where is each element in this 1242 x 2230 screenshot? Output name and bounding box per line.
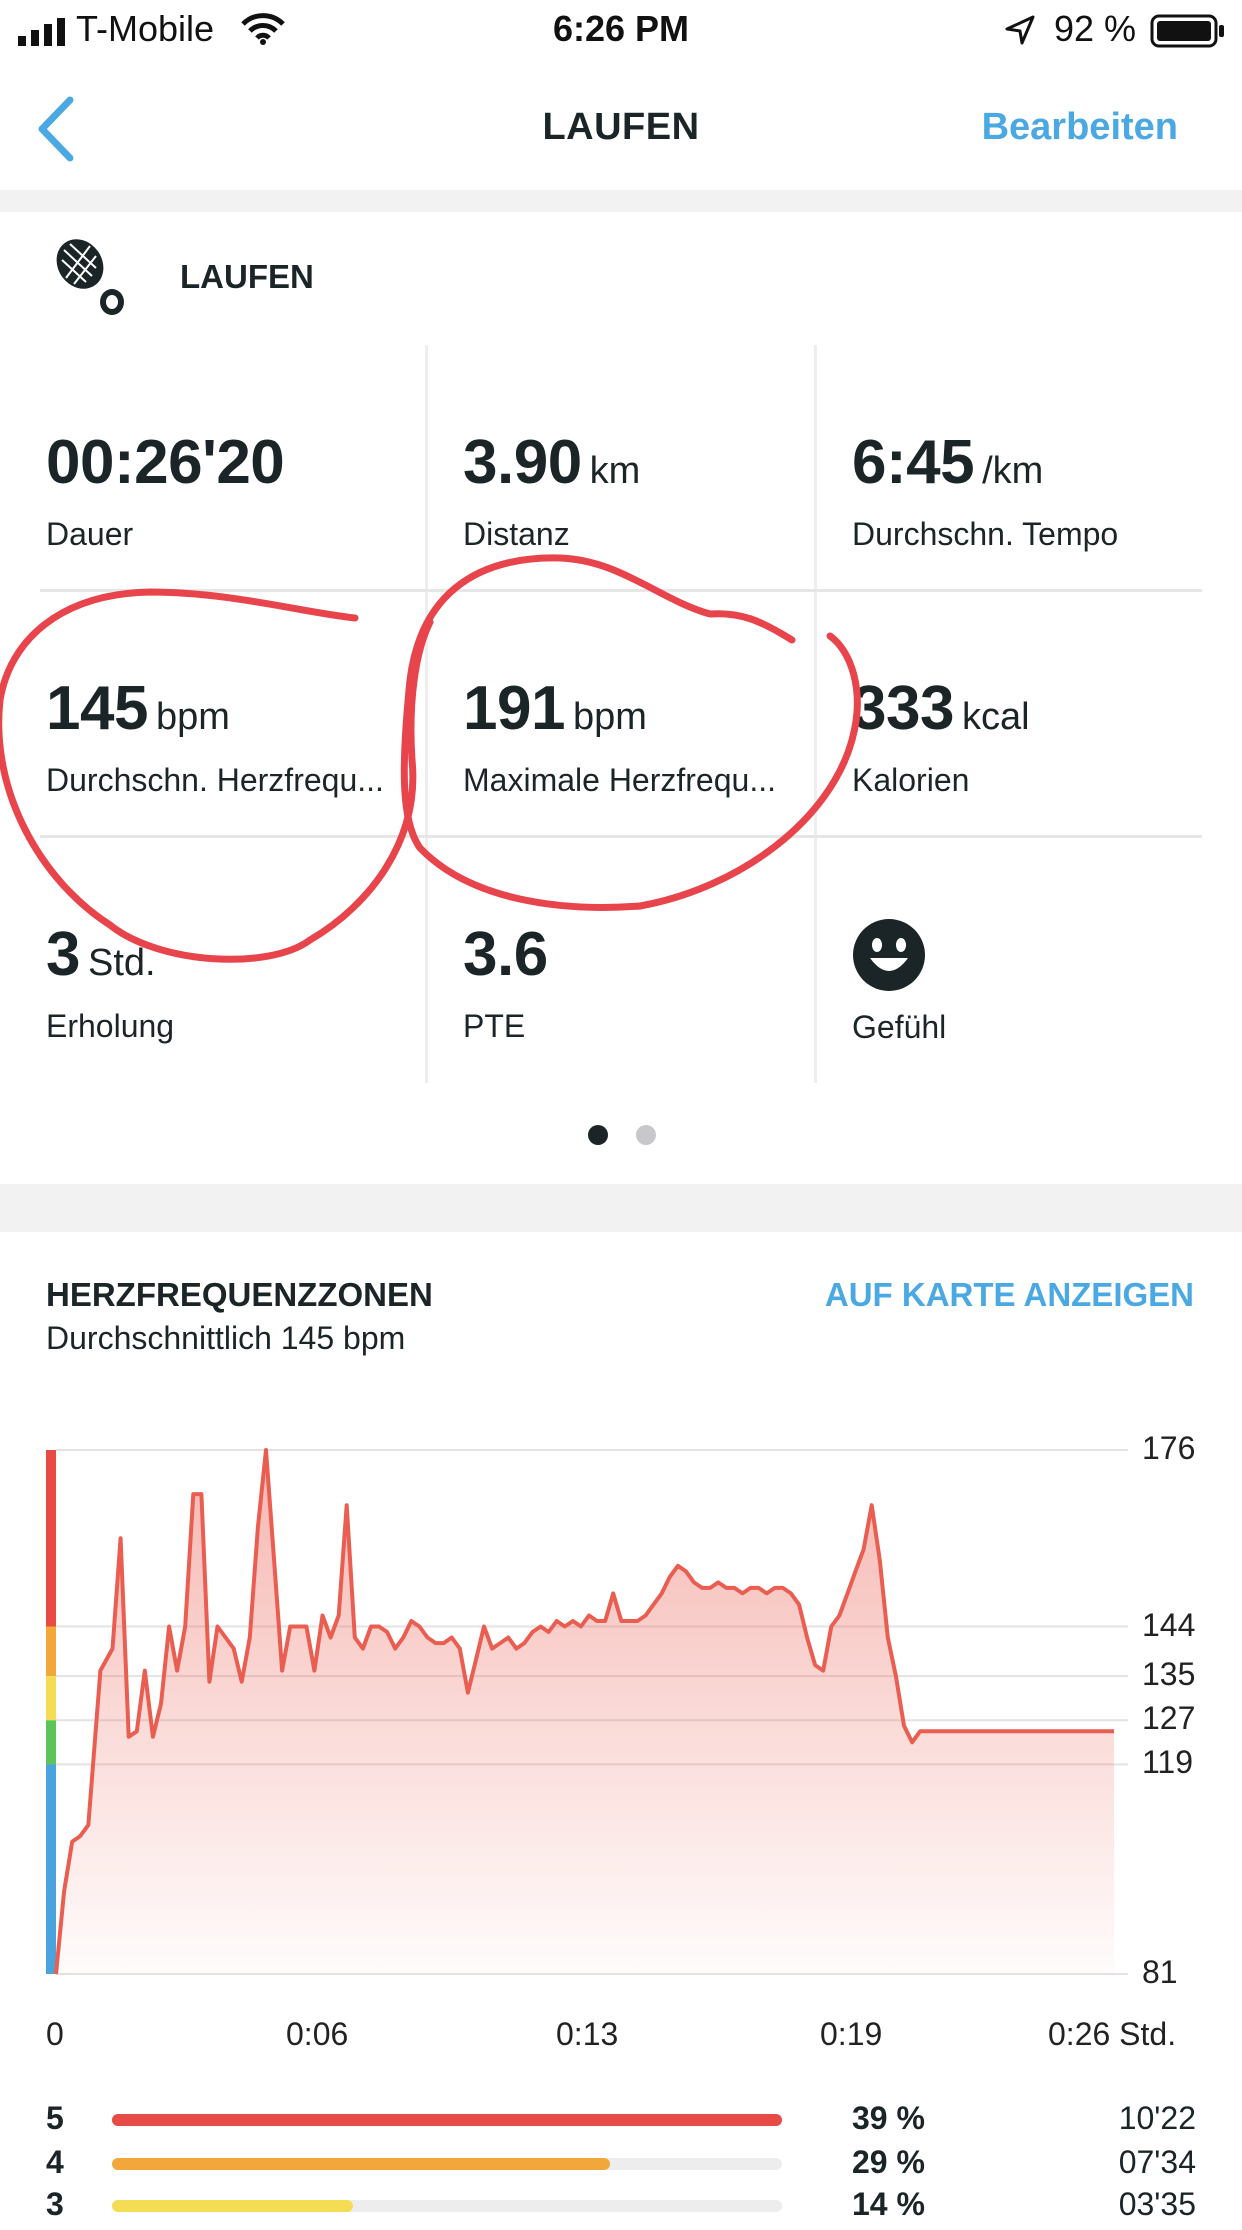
page-indicator[interactable] — [584, 1124, 658, 1146]
stat-label: Erholung — [46, 1008, 175, 1044]
stat-label: Maximale Herzfrequ... — [463, 762, 776, 798]
stat-feeling: Gefühl — [852, 918, 946, 1046]
stat-recovery: 3 Std. Erholung — [46, 924, 174, 1045]
section-divider — [0, 1184, 1242, 1232]
grid-divider — [40, 589, 1202, 592]
zone-row: 4 29 % 07'34 — [0, 2144, 1242, 2188]
y-tick-label: 144 — [1142, 1606, 1196, 1643]
stat-unit: Std. — [87, 942, 156, 984]
stat-label: PTE — [463, 1008, 526, 1044]
stat-value: 3 — [46, 920, 80, 989]
y-tick-label: 81 — [1142, 1954, 1178, 1990]
edit-button[interactable]: Bearbeiten — [981, 106, 1178, 148]
y-tick-label: 119 — [1142, 1744, 1194, 1781]
zone-bar-fill — [112, 2200, 353, 2212]
cellular-signal-icon — [18, 18, 65, 46]
zone-color-segment — [46, 1626, 56, 1677]
zone-duration: 10'22 — [1118, 2100, 1196, 2136]
heart-rate-zones-subtitle: Durchschnittlich 145 bpm — [46, 1320, 406, 1356]
zone-color-segment — [46, 1676, 56, 1721]
running-shoe-icon — [56, 239, 124, 315]
heart-rate-area — [56, 1450, 1114, 1974]
zone-percent: 29 % — [852, 2144, 925, 2180]
stat-value: 191 — [463, 674, 565, 743]
x-tick-label: 0:26 Std. — [1048, 2016, 1177, 2052]
x-tick-label: 0 — [46, 2016, 64, 2052]
y-tick-label: 135 — [1142, 1656, 1196, 1693]
zone-percent: 39 % — [852, 2100, 925, 2136]
y-tick-label: 176 — [1142, 1430, 1196, 1466]
zone-bar-track — [112, 2114, 782, 2126]
stat-unit: km — [589, 450, 641, 492]
stat-max-heart-rate: 191 bpm Maximale Herzfrequ... — [463, 678, 776, 799]
stat-value: 3.6 — [463, 920, 548, 989]
status-bar: T-Mobile 6:26 PM 92 % — [0, 0, 1242, 62]
stat-distance: 3.90 km Distanz — [463, 432, 640, 553]
stat-pte: 3.6 PTE — [463, 924, 556, 1045]
stat-unit: bpm — [572, 696, 647, 738]
stat-calories: 333 kcal Kalorien — [852, 678, 1030, 799]
stat-label: Gefühl — [852, 1009, 947, 1045]
stat-avg-heart-rate: 145 bpm Durchschn. Herzfrequ... — [46, 678, 384, 799]
heart-rate-line — [54, 1448, 1114, 1975]
stat-unit: kcal — [961, 696, 1030, 738]
location-arrow-icon — [1005, 15, 1035, 45]
smiley-face-icon — [853, 919, 925, 991]
page-dot — [636, 1125, 656, 1145]
zone-bar-fill — [112, 2114, 782, 2126]
grid-divider — [814, 345, 817, 1083]
zone-bar-track — [112, 2200, 782, 2212]
zone-duration: 07'34 — [1118, 2144, 1196, 2180]
stat-label: Durchschn. Tempo — [852, 516, 1119, 552]
navigation-bar: LAUFEN Bearbeiten — [0, 62, 1242, 190]
show-on-map-link[interactable]: AUF KARTE ANZEIGEN — [824, 1276, 1194, 1313]
battery-percent: 92 % — [1054, 8, 1137, 49]
zone-row: 3 14 % 03'35 — [0, 2186, 1242, 2230]
stat-pace: 6:45/km Durchschn. Tempo — [852, 432, 1118, 553]
page-dot-active — [588, 1125, 608, 1145]
heart-rate-chart — [46, 1448, 1128, 1975]
zone-color-segment — [46, 1450, 56, 1627]
stat-label: Kalorien — [852, 762, 970, 798]
stat-value: 3.90 — [463, 428, 582, 497]
stat-value: 333 — [852, 674, 954, 743]
wifi-icon — [241, 13, 285, 45]
x-tick-label: 0:19 — [820, 2016, 883, 2052]
stat-value: 00:26'20 — [46, 428, 285, 497]
carrier-name: T-Mobile — [76, 8, 215, 49]
zone-bar-track — [112, 2158, 782, 2170]
x-tick-label: 0:13 — [556, 2016, 619, 2052]
zone-number: 4 — [46, 2144, 64, 2180]
section-divider — [0, 190, 1242, 212]
stat-duration: 00:26'20 Dauer — [46, 432, 292, 553]
clock: 6:26 PM — [552, 8, 690, 49]
stat-label: Distanz — [463, 516, 570, 552]
stat-label: Durchschn. Herzfrequ... — [46, 762, 384, 798]
battery-icon — [1150, 14, 1224, 48]
stat-value: 145 — [46, 674, 148, 743]
stat-value: 6:45 — [852, 428, 975, 497]
zone-duration: 03'35 — [1118, 2186, 1196, 2222]
activity-type-label: LAUFEN — [180, 258, 314, 295]
zone-number: 5 — [46, 2100, 64, 2136]
y-tick-label: 127 — [1142, 1700, 1196, 1737]
stat-unit: /km — [982, 450, 1044, 492]
zone-bar-fill — [112, 2158, 611, 2170]
page-title: LAUFEN — [542, 106, 700, 148]
heart-rate-zones-title: HERZFREQUENZZONEN — [46, 1276, 433, 1313]
grid-divider — [425, 345, 428, 1083]
stat-label: Dauer — [46, 516, 134, 552]
zone-color-segment — [46, 1764, 56, 1974]
grid-divider — [40, 835, 1202, 838]
zone-row: 5 39 % 10'22 — [0, 2100, 1242, 2144]
back-chevron-icon[interactable] — [34, 96, 78, 162]
zone-number: 3 — [46, 2186, 64, 2222]
stat-unit: bpm — [155, 696, 230, 738]
zone-percent: 14 % — [852, 2186, 925, 2222]
x-tick-label: 0:06 — [286, 2016, 349, 2052]
zone-color-segment — [46, 1720, 56, 1765]
